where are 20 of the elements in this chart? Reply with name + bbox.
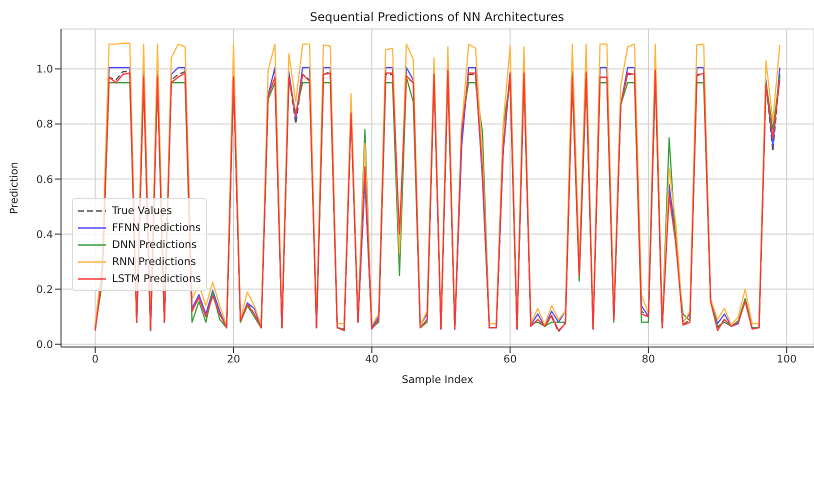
x-tick-label: 60 <box>503 353 517 366</box>
y-axis-title: Prediction <box>8 162 21 214</box>
y-tick-label: 1.0 <box>36 64 53 76</box>
x-tick-label: 0 <box>92 353 99 366</box>
y-tick-label: 0.0 <box>36 338 53 351</box>
y-tick-label: 0.6 <box>36 174 54 186</box>
chart-title: Sequential Predictions of NN Architectures <box>308 10 566 24</box>
legend-label: FFNN Predictions <box>112 222 201 234</box>
y-tick-label: 0.2 <box>36 284 53 296</box>
x-tick-label: 80 <box>642 353 656 366</box>
legend-label: LSTM Predictions <box>112 272 201 284</box>
y-tick-label: 0.8 <box>36 118 53 131</box>
legend-label: DNN Predictions <box>112 238 197 250</box>
x-axis-title: Sample Index <box>402 374 474 386</box>
legend-label: True Values <box>112 204 172 216</box>
x-tick-label: 40 <box>365 353 378 366</box>
y-tick-label: 0.4 <box>36 228 54 241</box>
legend-label: RNN Predictions <box>112 256 196 268</box>
x-tick-label: 100 <box>776 353 797 366</box>
x-tick-label: 20 <box>226 353 240 366</box>
